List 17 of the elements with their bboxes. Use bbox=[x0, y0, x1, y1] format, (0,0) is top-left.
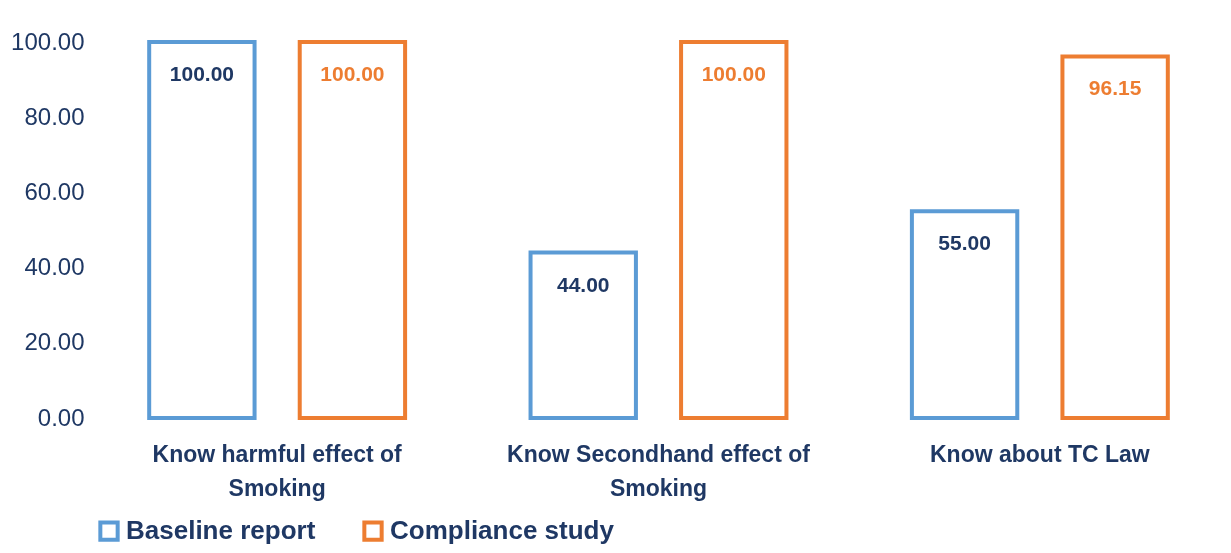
legend-label: Compliance study bbox=[390, 515, 615, 546]
y-tick-label: 40.00 bbox=[24, 253, 85, 281]
y-tick-label: 100.00 bbox=[11, 27, 85, 55]
x-tick-label: Know harmful effect of Smoking bbox=[152, 440, 403, 501]
data-label: 96.15 bbox=[1088, 76, 1142, 100]
y-tick-label: 80.00 bbox=[24, 102, 85, 130]
data-label: 44.00 bbox=[556, 272, 610, 296]
x-tick-label: Know Secondhand effect of Smoking bbox=[507, 440, 811, 501]
y-tick-label: 60.00 bbox=[24, 177, 85, 205]
data-label: 55.00 bbox=[938, 231, 991, 255]
y-tick-label: 20.00 bbox=[24, 328, 85, 356]
legend-label: Baseline report bbox=[126, 515, 316, 546]
x-tick-label: Know about TC Law bbox=[929, 440, 1150, 467]
y-tick-label: 0.00 bbox=[37, 403, 85, 431]
data-label: 100.00 bbox=[169, 62, 234, 85]
data-label: 100.00 bbox=[701, 62, 766, 85]
data-label: 100.00 bbox=[320, 62, 385, 85]
